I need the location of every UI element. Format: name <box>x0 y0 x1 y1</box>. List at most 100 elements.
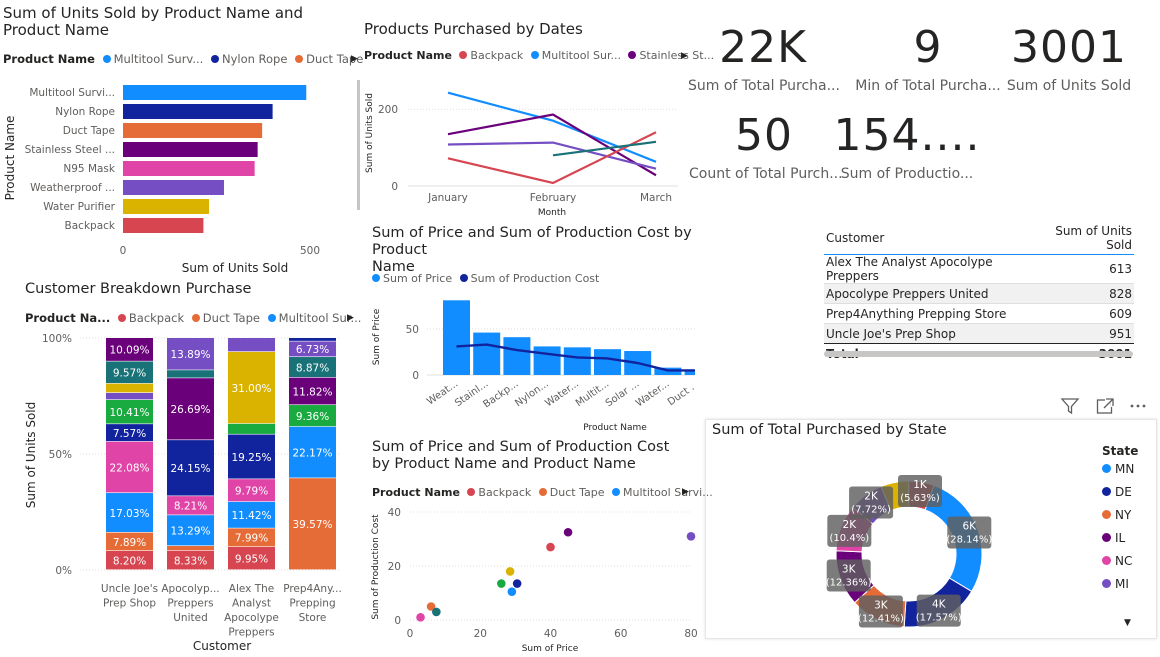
legend-item[interactable]: Sum of Price <box>372 272 452 285</box>
x-tick-label: Analyst <box>232 598 271 610</box>
x-tick-label: Preppers <box>228 627 274 639</box>
kpi-card-total-purchased[interactable]: 22K Sum of Total Purcha... <box>688 22 840 95</box>
segment-data-label: 8.21% <box>174 501 207 513</box>
legend-dot-icon <box>210 55 219 63</box>
y-tick-label: N95 Mask <box>63 163 116 175</box>
segment-data-label: 24.15% <box>170 463 210 475</box>
legend-item[interactable]: Sum of Production Cost <box>459 272 599 285</box>
legend-item[interactable]: Multitool Sur... <box>530 49 621 62</box>
legend-item-label: Backpack <box>478 486 532 499</box>
legend-item[interactable]: Multitool Survi... <box>611 486 713 499</box>
focus-mode-icon[interactable] <box>1095 396 1115 416</box>
kpi-value: 9 <box>913 22 943 73</box>
units-chart-title-line1: Sum of Units Sold by Product Name and <box>3 4 304 22</box>
legend-item[interactable]: Backpack <box>459 49 523 62</box>
series-line <box>447 141 657 170</box>
stack-segment <box>228 434 275 479</box>
state-donut-chart[interactable]: Sum of Total Purchased by State 6K (28.14… <box>705 419 1157 639</box>
donut-legend-title: State <box>1102 444 1139 458</box>
price-cost-scatter-chart[interactable]: Sum of Price and Sum of Production Cost … <box>365 436 713 657</box>
table-cell-units: 828 <box>1109 286 1132 301</box>
legend-item[interactable]: Stainless St... <box>628 49 714 62</box>
x-tick-label: Water... <box>543 378 581 409</box>
kpi-card-production-cost[interactable]: 154.... Sum of Productio... <box>832 112 982 183</box>
dates-chart-title: Products Purchased by Dates <box>364 20 583 38</box>
price-cost-title-line2: Name <box>372 259 415 275</box>
x-tick-label: January <box>427 192 468 204</box>
table-horizontal-scrollbar[interactable] <box>824 351 1133 357</box>
table-row[interactable]: Apocolype Preppers United 828 <box>824 283 1134 304</box>
x-tick-label: February <box>530 192 577 204</box>
segment-data-label: 39.57% <box>292 519 332 531</box>
y-axis-title: Sum of Price <box>372 308 382 365</box>
legend-item[interactable]: NC <box>1102 554 1138 577</box>
legend-item[interactable]: Multitool Sur... <box>267 311 362 325</box>
legend-item[interactable]: Multitool Surv... <box>102 52 203 66</box>
slice-percent-label: (10.4%) <box>830 533 870 544</box>
slice-value-label: 6K <box>963 521 978 533</box>
table-row[interactable]: Alex The Analyst Apocolype Preppers 613 <box>824 254 1134 284</box>
dates-line-plot: 0 200 January February March Month Sum of Unit… <box>365 91 678 218</box>
price-cost-chart[interactable]: Sum of Price and Sum of Production Cost … <box>365 222 695 437</box>
legend-item[interactable]: DE <box>1102 485 1138 508</box>
kpi-card-count-total-purchased[interactable]: 50 Count of Total Purch... <box>689 112 843 183</box>
stack-segment <box>106 493 153 533</box>
price-cost-plot: 050Weat...Stainl...Backp...Nylon...Water… <box>372 300 695 433</box>
scatter-legend-next-arrow-icon[interactable]: ▶ <box>682 487 689 497</box>
breakdown-legend-next-arrow-icon[interactable]: ▶ <box>347 313 354 323</box>
legend-item[interactable]: NY <box>1102 508 1138 531</box>
x-tick-label: Prep4Any... <box>283 583 342 595</box>
table-header-row: Customer Sum of Units Sold <box>824 222 1134 255</box>
segment-data-label: 7.89% <box>113 537 146 549</box>
table-cell-customer: Alex The Analyst Apocolype Preppers <box>826 255 993 283</box>
table-header-units[interactable]: Sum of Units Sold <box>1055 224 1132 252</box>
table-row[interactable]: Prep4Anything Prepping Store 609 <box>824 303 1134 324</box>
y-tick-label: Water Purifier <box>43 201 115 213</box>
legend-item[interactable]: Backpack <box>467 486 531 499</box>
customer-table-visual[interactable]: Customer Sum of Units Sold Alex The Anal… <box>820 222 1140 362</box>
more-options-icon[interactable] <box>1128 396 1148 416</box>
bar <box>123 218 204 233</box>
data-label-box <box>858 595 903 628</box>
x-tick-label: Solar ... <box>604 378 642 409</box>
legend-label: Product Na... <box>25 311 111 325</box>
segment-data-label: 17.03% <box>109 508 149 520</box>
stack-segment <box>167 496 214 515</box>
dates-line-chart[interactable]: Products Purchased by Dates Product Name… <box>360 0 714 225</box>
y-tick-label: 0 <box>391 181 398 193</box>
legend-item[interactable]: Nylon Rope <box>210 52 287 66</box>
donut-title: Sum of Total Purchased by State <box>712 422 947 438</box>
legend-item[interactable]: IL <box>1102 531 1138 554</box>
segment-data-label: 7.99% <box>235 533 268 545</box>
legend-scroll-down-icon[interactable]: ▼ <box>1124 618 1131 628</box>
customer-breakdown-chart[interactable]: Customer Breakdown Purchase Product Na..… <box>0 277 362 657</box>
filter-icon[interactable] <box>1060 396 1080 416</box>
kpi-value: 22K <box>719 22 807 73</box>
kpi-card-units-sold[interactable]: 3001 Sum of Units Sold <box>994 24 1144 95</box>
table-header-customer[interactable]: Customer <box>826 231 885 245</box>
legend-item[interactable]: Duct Tape <box>191 311 260 325</box>
bar <box>123 161 255 176</box>
legend-item[interactable]: Duct Tape <box>538 486 605 499</box>
customer-table: Customer Sum of Units Sold Alex The Anal… <box>824 222 1134 363</box>
units-legend-next-arrow-icon[interactable]: ▶ <box>351 54 358 64</box>
legend-dot-icon <box>467 488 476 496</box>
legend-item[interactable]: MN <box>1102 462 1138 485</box>
legend-item-label: Multitool Sur... <box>278 311 362 325</box>
legend-dot-icon <box>628 51 637 59</box>
table-row[interactable]: Uncle Joe's Prep Shop 951 <box>824 323 1134 344</box>
legend-item[interactable]: MI <box>1102 577 1138 600</box>
kpi-card-min-total-purchased[interactable]: 9 Min of Total Purcha... <box>853 22 1003 95</box>
legend-dot-icon <box>530 51 539 59</box>
scatter-point <box>432 607 441 617</box>
legend-item[interactable]: Duct Tape <box>295 52 363 66</box>
legend-item-label: Multitool Survi... <box>622 486 713 499</box>
legend-item-label: Duct Tape <box>549 486 605 499</box>
legend-item[interactable]: Backpack <box>117 311 184 325</box>
segment-data-label: 10.41% <box>109 407 149 419</box>
table-cell-customer: Prep4Anything Prepping Store <box>826 306 1007 321</box>
units-sold-chart[interactable]: Sum of Units Sold by Product Name and Pr… <box>0 0 363 280</box>
stack-segment <box>167 378 214 440</box>
dates-legend-next-arrow-icon[interactable]: ▶ <box>681 51 688 61</box>
y-tick-label: 40 <box>388 507 401 519</box>
